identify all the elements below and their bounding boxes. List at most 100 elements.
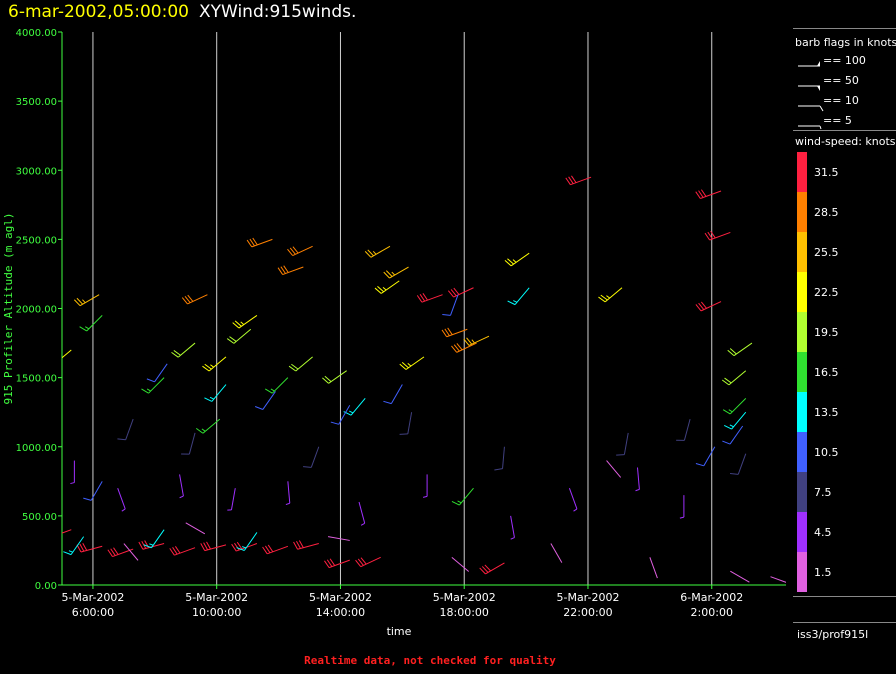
speed-color-swatch [797,512,807,552]
barb-full-tick [357,558,364,566]
barb-staff [125,418,134,440]
title-timestamp: 6-mar-2002,05:00:00 [8,2,189,22]
barb-full-tick [698,190,704,198]
wind-barb [451,342,477,353]
barb-staff [204,544,227,552]
barb-staff [550,543,563,563]
x-tick-time-label: 14:00:00 [316,606,365,619]
barb-full-tick [117,438,126,441]
barb-full-tick [707,231,713,240]
barb-full-tick [329,558,336,566]
x-tick-date-label: 5-Mar-2002 [61,591,124,604]
barb-staff [510,515,515,538]
barb-full-tick [463,338,470,346]
wind-barb [181,294,208,305]
barb-full-tick [293,541,298,550]
barb-full-tick [364,251,372,258]
speed-legend: wind-speed: knots [795,135,896,148]
x-tick-date-label: 5-Mar-2002 [433,591,496,604]
x-tick-time-label: 18:00:00 [440,606,489,619]
legend-barb-label: == 5 [823,114,852,127]
barb-staff [148,377,165,394]
barb-full-tick [727,349,735,357]
y-tick-label: 3000.00 [16,166,57,177]
barb-staff [174,547,196,556]
speed-color-swatch [797,192,807,232]
speed-color-swatch [797,552,807,592]
barb-full-tick [729,472,739,475]
speed-legend-title: wind-speed: knots [795,135,896,148]
wind-barb [303,446,320,468]
wind-barb [510,515,515,540]
barb-full-tick [419,294,426,302]
barb-staff [623,432,629,455]
barb-staff [683,418,691,441]
barb-full-tick [710,230,716,239]
wind-barb [226,328,252,344]
barb-staff [737,453,747,475]
barb-full-tick [174,546,181,554]
barb-full-tick [82,542,88,551]
barb-staff [709,231,731,241]
barb-full-tick [202,365,210,372]
barb-full-tick [234,320,242,327]
barb-half-tick [679,516,685,519]
barb-full-tick [695,191,701,199]
wind-barb [416,293,443,303]
speed-color-swatch [797,432,807,472]
wind-barb [374,280,400,294]
barb-full-tick [292,246,299,254]
wind-barb [202,356,227,372]
barb-full-tick [360,557,367,565]
legend-separator [793,130,896,131]
barb-staff [154,363,168,383]
barb-full-tick [48,359,55,364]
wind-barb [236,532,258,551]
speed-bin-label: 31.5 [814,166,839,179]
barb-staff [730,570,750,583]
barb-full-tick [283,265,289,273]
barb-half-tick [210,364,215,368]
barb-staff [188,432,196,455]
barb-staff [700,190,722,199]
speed-bin-label: 25.5 [814,246,839,259]
barb-full-tick [326,559,333,567]
wind-barb [635,467,640,492]
barb-full-tick [229,336,237,342]
y-tick-label: 1000.00 [16,443,57,454]
barb-full-tick [267,544,274,553]
barb-staff [62,349,72,359]
wind-barb [399,412,413,435]
barb-full-tick [504,260,512,267]
wind-barb [63,536,85,556]
barb-legend-title: barb flags in knots [795,36,896,49]
wind-barb [383,384,403,405]
barb-half-tick [201,428,206,432]
wind-barb [451,487,474,506]
barb-full-tick [280,266,286,274]
legend-separator [793,596,896,597]
barb-staff [390,384,403,404]
barb-half-tick [149,543,154,546]
wind-barb [727,342,753,357]
wind-barb [724,411,747,430]
barb-full-tick [324,375,332,382]
barb-staff [451,556,470,572]
y-tick-label: 4000.00 [16,28,57,39]
barb-full-tick [399,363,407,370]
wind-barb [79,315,103,332]
barb-full-tick [184,295,191,304]
wind-barb [565,175,592,186]
wind-barb [171,342,196,358]
x-tick-time-label: 2:00:00 [691,606,733,619]
barb-staff [468,335,490,346]
barb-half-tick [68,550,73,553]
wind-barb [770,576,786,583]
barb-half-tick [372,250,377,255]
legend-barb-flag [817,86,820,91]
barb-full-tick [231,543,237,552]
wind-barb [616,432,629,456]
wind-barb [204,384,227,402]
barb-legend: barb flags in knots [795,36,896,49]
barb-staff [117,488,126,510]
